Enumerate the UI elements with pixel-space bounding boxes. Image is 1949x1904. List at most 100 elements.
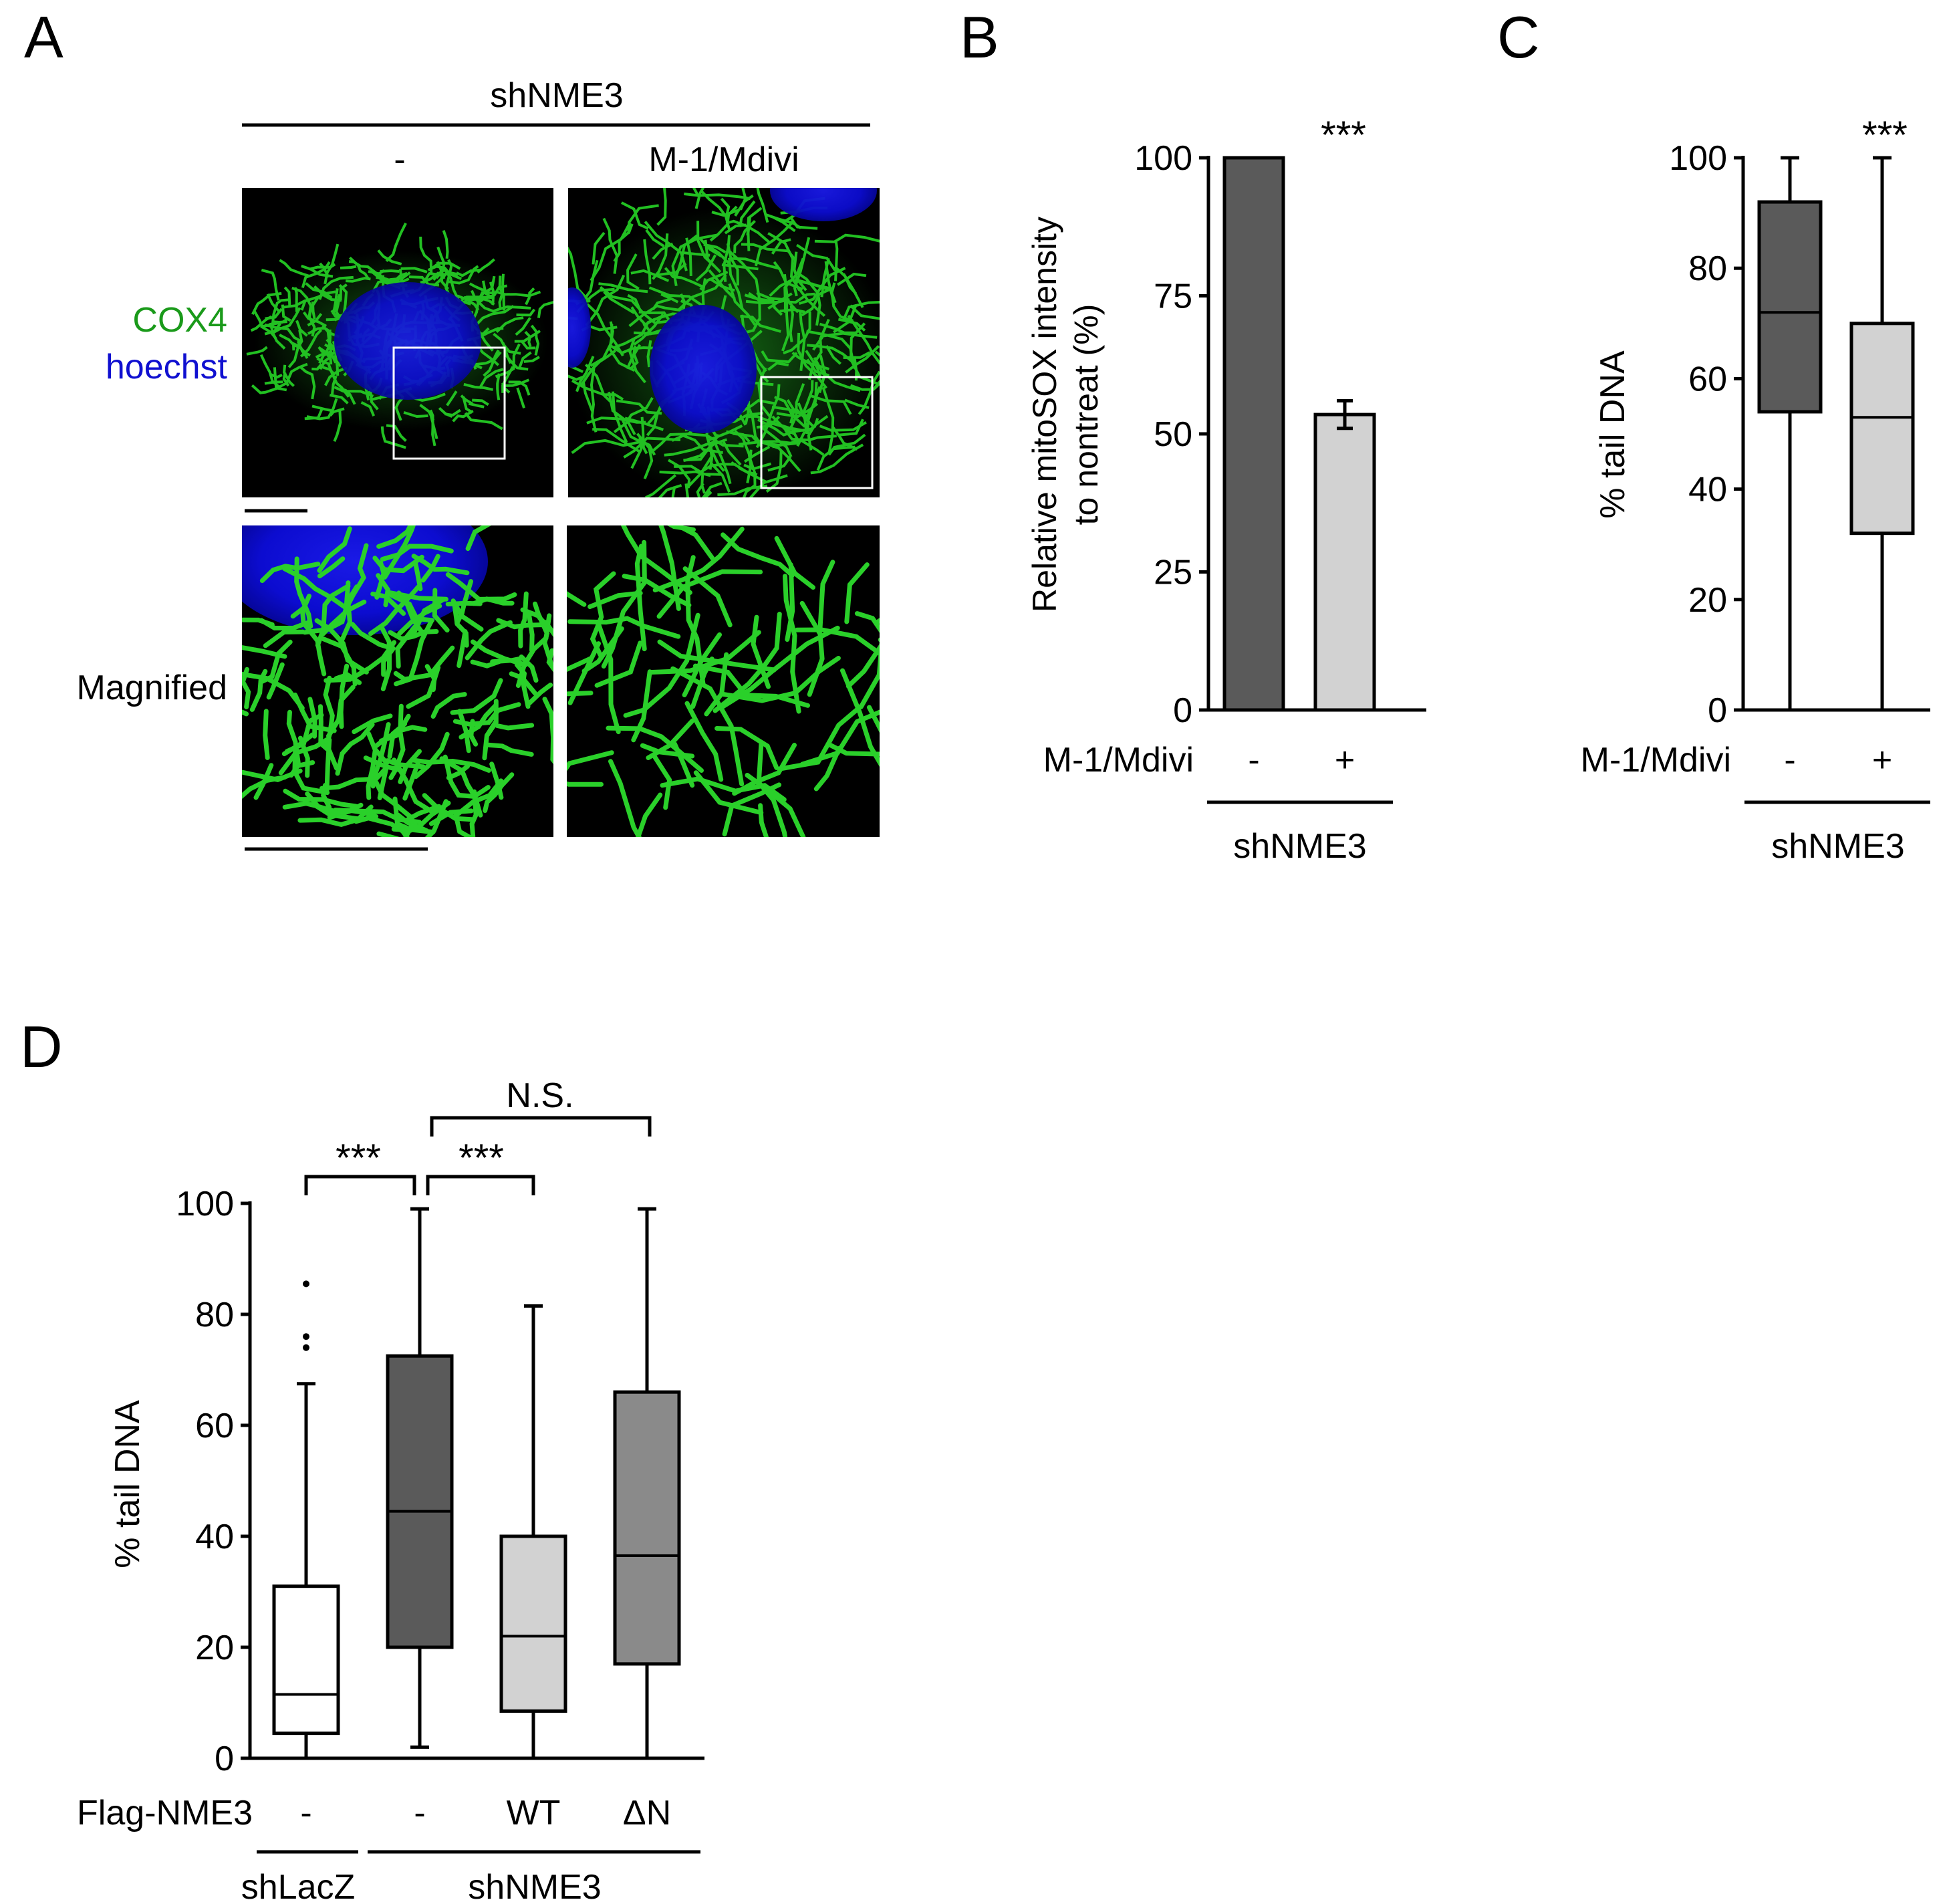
mitochondria-strand xyxy=(491,305,531,313)
mitochondria-strand xyxy=(703,491,712,497)
mitochondria-strand xyxy=(430,692,467,719)
mitochondria-strand xyxy=(489,281,495,306)
mitochondria-strand xyxy=(317,526,352,573)
mitochondria-strand xyxy=(745,298,790,305)
mitochondria-strand xyxy=(814,233,880,243)
mitochondria-strand xyxy=(621,419,648,455)
mitochondria-strand xyxy=(656,569,763,619)
panel-a-group-label: shNME3 xyxy=(490,76,623,115)
mitochondria-strand xyxy=(291,342,309,359)
mitochondria-strand xyxy=(530,324,540,356)
mitochondria-strand xyxy=(469,719,479,747)
mitochondria-strand xyxy=(446,390,458,406)
mitochondria-strand xyxy=(403,804,442,824)
panel-c-xtick-label: - xyxy=(1784,741,1795,780)
mitochondria-strand xyxy=(728,283,757,326)
mitochondria-strand xyxy=(385,590,448,602)
panel-c-ytick-label: 60 xyxy=(1688,360,1727,398)
panel-b-bar xyxy=(1222,156,1285,712)
mitochondria-strand xyxy=(291,286,313,319)
panel-b-ytick-label: 25 xyxy=(1154,554,1192,592)
mitochondria-strand xyxy=(282,566,348,610)
panel-d-letter: D xyxy=(20,1014,63,1080)
mitochondria-strand xyxy=(743,445,771,463)
mitochondria-strand xyxy=(672,741,695,788)
mitochondria-strand xyxy=(332,295,338,315)
mitochondria-strand xyxy=(794,627,880,657)
mitochondria-strand xyxy=(242,667,251,709)
mitochondria-strand xyxy=(671,233,719,287)
stain-label-green: COX4 xyxy=(132,301,227,340)
panel-c-group-label: shNME3 xyxy=(1771,827,1904,866)
mitochondria-strand xyxy=(684,483,690,497)
panel-d-box xyxy=(272,1584,340,1736)
mitochondria-strand xyxy=(796,243,837,271)
mitochondria-strand xyxy=(269,322,286,350)
mitochondria-strand xyxy=(485,742,534,757)
mitochondria-strand xyxy=(745,773,806,837)
mitochondria-strand xyxy=(352,713,393,735)
mitochondria-strand xyxy=(385,223,407,263)
mitochondria-strand xyxy=(410,757,491,773)
mitochondria-strand xyxy=(825,345,841,365)
mitochondria-strand xyxy=(820,257,830,298)
mitochondria-strand xyxy=(567,750,614,771)
mitochondria-strand xyxy=(652,242,674,260)
mitochondria-strand xyxy=(495,316,524,334)
mitochondria-strand xyxy=(377,766,389,800)
mitochondria-strand xyxy=(717,484,768,496)
mitochondria-strand xyxy=(289,760,315,778)
mitochondria-strand xyxy=(620,201,649,230)
panel-c-significance: *** xyxy=(1862,114,1908,157)
mitochondria-strand xyxy=(260,318,288,328)
mitochondria-strand xyxy=(670,666,745,787)
mitochondria-strand xyxy=(590,365,598,433)
mitochondria-strand xyxy=(546,648,553,673)
panel-d-row-label: Flag-NME3 xyxy=(77,1794,253,1832)
mitochondria-strand xyxy=(249,669,268,712)
mitochondria-strand xyxy=(709,277,735,292)
mitochondria-strand xyxy=(567,616,681,639)
mitochondria-strand xyxy=(837,318,866,332)
mitochondria-strand xyxy=(493,332,521,355)
panel-b-group-label: shNME3 xyxy=(1233,827,1366,866)
mitochondria-strand xyxy=(259,562,321,584)
mitochondria-strand xyxy=(251,291,282,316)
mitochondria-strand xyxy=(643,239,652,285)
panel-d-ytick-label: 80 xyxy=(195,1296,234,1334)
mitochondria-strand xyxy=(463,382,494,391)
mitochondria-strand xyxy=(727,249,761,321)
mitochondria-strand xyxy=(459,703,499,740)
mitochondria-strand xyxy=(842,300,880,321)
mitochondria-strand xyxy=(836,272,867,286)
mitochondria-strand xyxy=(789,217,818,230)
mitochondria-strand xyxy=(801,287,833,317)
mitochondria-strand xyxy=(427,265,463,280)
mitochondria-strand xyxy=(844,562,870,624)
mitochondria-strand xyxy=(504,378,530,387)
mitochondria-strand xyxy=(496,618,547,630)
mitochondria-strand xyxy=(315,329,332,359)
mitochondria-strand xyxy=(878,637,880,642)
mitochondria-strand xyxy=(402,759,421,801)
mitochondria-strand xyxy=(755,384,781,449)
panel-b-xtick-label: - xyxy=(1248,741,1259,780)
mitochondria-strand xyxy=(394,396,404,421)
mitochondria-strand xyxy=(324,737,332,793)
mitochondria-strand xyxy=(714,726,779,770)
mitochondria-strand xyxy=(350,622,394,650)
panel-d-chart: 0 20 40 60 80 100 - - WT ΔN xyxy=(176,1185,704,1832)
mitochondria-strand xyxy=(374,560,386,600)
mitochondria-strand xyxy=(330,372,350,398)
mitochondria-strand xyxy=(340,387,356,405)
mitochondria-strand xyxy=(568,246,591,303)
mitochondria-strand xyxy=(627,204,659,234)
mitochondria-strand xyxy=(858,370,880,415)
mitochondria-strand xyxy=(380,426,406,449)
mitochondria-strand xyxy=(274,362,308,390)
mitochondria-strand xyxy=(849,322,880,386)
mitochondria-strand xyxy=(721,263,759,271)
mitochondria-strand xyxy=(525,287,535,306)
panel-d-ytick-label: 0 xyxy=(215,1740,234,1778)
mitochondria-strand xyxy=(698,237,723,258)
